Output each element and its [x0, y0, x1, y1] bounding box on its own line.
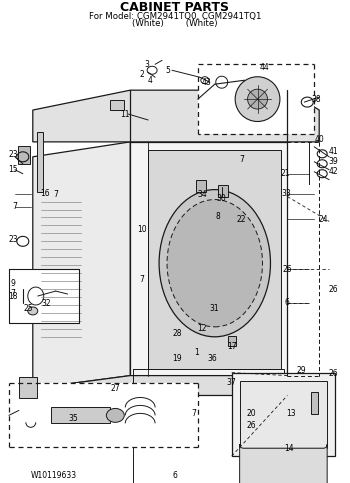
- Ellipse shape: [247, 89, 267, 109]
- Text: 7: 7: [53, 190, 58, 199]
- Polygon shape: [33, 376, 319, 409]
- Text: 17: 17: [227, 342, 237, 351]
- Bar: [110, 100, 124, 110]
- Text: 4: 4: [148, 76, 153, 85]
- Bar: [51, 408, 110, 423]
- Polygon shape: [33, 142, 130, 388]
- Polygon shape: [33, 90, 319, 142]
- Text: 35: 35: [69, 414, 78, 423]
- FancyBboxPatch shape: [240, 444, 327, 483]
- Text: 7: 7: [239, 155, 244, 164]
- Text: 40: 40: [314, 135, 324, 144]
- Bar: [18, 146, 30, 164]
- Polygon shape: [148, 150, 281, 369]
- Text: 5: 5: [166, 66, 170, 75]
- Text: 2: 2: [140, 70, 145, 79]
- Polygon shape: [232, 372, 335, 456]
- Polygon shape: [240, 381, 327, 448]
- Text: 8: 8: [215, 212, 220, 221]
- Text: 38: 38: [312, 95, 321, 104]
- Text: 28: 28: [172, 329, 182, 338]
- Text: 34: 34: [197, 190, 207, 199]
- Ellipse shape: [106, 409, 124, 422]
- Polygon shape: [9, 269, 78, 323]
- Text: 6: 6: [285, 298, 290, 308]
- Bar: [37, 132, 43, 192]
- Polygon shape: [198, 64, 314, 134]
- Text: 43: 43: [202, 78, 212, 87]
- Text: 14: 14: [285, 444, 294, 453]
- Text: 6: 6: [173, 470, 177, 480]
- Text: CABINET PARTS: CABINET PARTS: [120, 1, 230, 14]
- Text: 25: 25: [24, 304, 34, 313]
- Text: 21: 21: [281, 169, 290, 178]
- Text: 31: 31: [209, 304, 219, 313]
- Text: 26: 26: [328, 369, 338, 378]
- Text: 23: 23: [8, 150, 18, 159]
- Text: 37: 37: [227, 378, 237, 387]
- Text: 26: 26: [328, 284, 338, 294]
- Text: 29: 29: [296, 366, 306, 375]
- Bar: [228, 336, 236, 346]
- Text: 18: 18: [8, 292, 18, 300]
- Ellipse shape: [159, 190, 271, 337]
- Polygon shape: [9, 383, 198, 447]
- Text: 36: 36: [207, 354, 217, 363]
- Text: 9: 9: [10, 279, 15, 287]
- Text: 39: 39: [328, 157, 338, 166]
- Text: 7: 7: [10, 288, 15, 298]
- Bar: [19, 377, 37, 398]
- Text: 33: 33: [281, 189, 291, 198]
- Text: 22: 22: [237, 215, 246, 224]
- Bar: [196, 180, 206, 192]
- Text: 44: 44: [260, 63, 270, 72]
- Bar: [133, 369, 285, 483]
- Text: 27: 27: [111, 384, 120, 393]
- Text: 42: 42: [328, 167, 338, 176]
- Ellipse shape: [28, 307, 38, 315]
- Text: 15: 15: [8, 165, 18, 174]
- Text: 13: 13: [287, 409, 296, 418]
- Text: 1: 1: [195, 348, 199, 357]
- Text: For Model: CGM2941TQ0, CGM2941TQ1: For Model: CGM2941TQ0, CGM2941TQ1: [89, 12, 261, 21]
- Text: 26: 26: [282, 265, 292, 274]
- Text: 11: 11: [120, 110, 130, 118]
- Text: 10: 10: [137, 225, 147, 234]
- Bar: [218, 185, 228, 197]
- Text: 7: 7: [140, 275, 145, 284]
- Text: 23: 23: [8, 235, 18, 244]
- Text: 16: 16: [40, 189, 50, 198]
- Text: 20: 20: [247, 409, 257, 418]
- Text: 30: 30: [217, 194, 226, 203]
- Ellipse shape: [235, 77, 280, 122]
- Text: 26: 26: [247, 421, 257, 430]
- Text: 19: 19: [172, 354, 182, 363]
- Text: 41: 41: [328, 147, 338, 156]
- Polygon shape: [130, 142, 287, 376]
- Text: 7: 7: [191, 409, 196, 418]
- Text: 3: 3: [145, 60, 149, 69]
- Text: W10119633: W10119633: [31, 470, 77, 480]
- Bar: [311, 393, 318, 414]
- Text: 7: 7: [13, 202, 17, 211]
- Text: 24: 24: [318, 215, 328, 224]
- Text: (White)        (White): (White) (White): [132, 19, 218, 28]
- Ellipse shape: [167, 199, 262, 327]
- Text: 12: 12: [197, 325, 206, 333]
- Text: 32: 32: [42, 299, 51, 309]
